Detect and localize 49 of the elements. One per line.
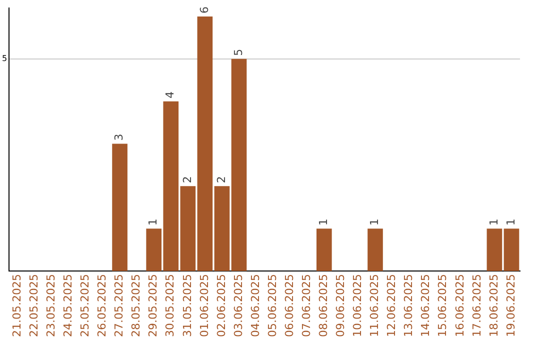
data-label: 1	[317, 218, 330, 226]
data-label: 6	[198, 6, 211, 14]
x-tick-label: 14.06.2025	[419, 274, 432, 338]
x-tick-label: 16.06.2025	[453, 274, 466, 338]
bar	[231, 58, 247, 272]
x-tick-label: 15.06.2025	[436, 274, 450, 338]
bar	[214, 186, 230, 272]
x-tick-label: 28.05.2025	[130, 274, 143, 338]
data-label: 1	[146, 218, 160, 226]
bar	[368, 228, 383, 272]
bar	[316, 228, 332, 272]
x-tick-label: 07.06.2025	[300, 274, 313, 338]
data-label: 4	[164, 91, 177, 98]
x-tick-label: 11.06.2025	[368, 274, 382, 338]
data-label: 1	[487, 218, 500, 226]
x-tick-label: 23.05.2025	[44, 274, 58, 338]
x-tick-label: 29.05.2025	[146, 274, 160, 338]
bar	[112, 144, 128, 272]
x-tick-label: 12.06.2025	[385, 274, 398, 338]
x-tick-label: 21.05.2025	[10, 274, 24, 338]
x-tick-label: 01.06.2025	[198, 274, 211, 338]
x-tick-label: 24.05.2025	[62, 274, 75, 338]
x-tick-label: 02.06.2025	[214, 274, 228, 338]
x-tick-label: 09.06.2025	[334, 274, 348, 338]
data-label: 2	[214, 176, 228, 184]
bar	[486, 228, 502, 272]
x-tick-label: 30.05.2025	[164, 274, 177, 338]
x-tick-label: 10.06.2025	[351, 274, 364, 338]
x-tick-label: 19.06.2025	[504, 274, 518, 338]
data-label: 1	[368, 218, 382, 226]
bar	[197, 16, 213, 272]
data-label: 3	[112, 134, 126, 141]
x-tick-label: 13.06.2025	[402, 274, 416, 338]
x-tick-label: 08.06.2025	[317, 274, 330, 338]
x-tick-label: 26.05.2025	[96, 274, 109, 338]
data-label: 1	[504, 218, 518, 226]
bar	[504, 228, 520, 272]
x-tick-label: 06.06.2025	[282, 274, 296, 338]
x-tick-label: 18.06.2025	[487, 274, 500, 338]
x-tick-label: 25.05.2025	[78, 274, 92, 338]
x-tick-label: 17.06.2025	[470, 274, 484, 338]
x-tick-label: 31.05.2025	[180, 274, 194, 338]
x-tick-label: 27.05.2025	[112, 274, 126, 338]
x-tick-label: 05.06.2025	[266, 274, 279, 338]
data-label: 2	[180, 176, 194, 184]
data-label: 5	[232, 48, 245, 56]
x-tick-label: 03.06.2025	[232, 274, 245, 338]
x-tick-label: 22.05.2025	[27, 274, 40, 338]
x-tick-label: 04.06.2025	[248, 274, 262, 338]
